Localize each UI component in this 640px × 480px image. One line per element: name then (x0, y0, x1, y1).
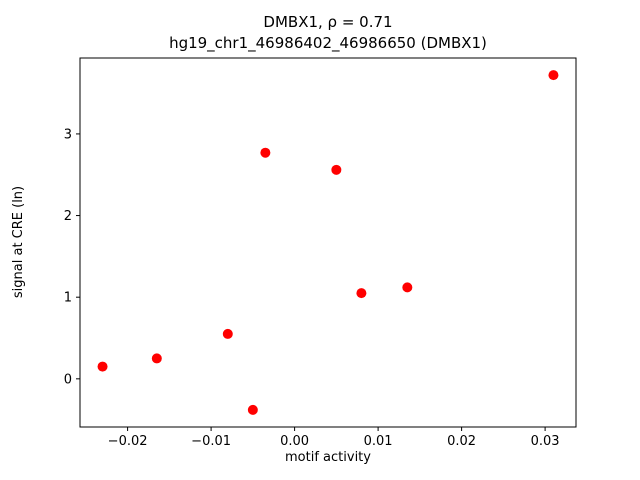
data-point (151, 353, 162, 364)
y-tick-label: 2 (64, 209, 72, 224)
plot-frame (79, 57, 577, 428)
y-axis-label: signal at CRE (ln) (11, 186, 26, 298)
plot-content: −0.02 −0.01 0.00 0.01 0.02 0.03 0 1 2 3 (64, 70, 560, 449)
data-point (260, 147, 271, 158)
chart-title-line1: DMBX1, ρ = 0.71 (263, 13, 392, 31)
data-point (548, 70, 559, 81)
x-tick-label: 0.01 (364, 434, 393, 449)
x-tick-label: −0.01 (191, 434, 231, 449)
x-tick-label: 0.00 (280, 434, 309, 449)
x-tick-label: 0.03 (531, 434, 560, 449)
y-tick-label: 1 (64, 291, 72, 306)
x-axis-label: motif activity (285, 450, 371, 465)
y-tick-label: 0 (64, 372, 72, 387)
data-point (222, 328, 233, 339)
x-tick-label: 0.02 (447, 434, 476, 449)
data-point (331, 164, 342, 175)
data-point (356, 288, 367, 299)
data-point (247, 404, 258, 415)
x-tick-label: −0.02 (108, 434, 148, 449)
y-tick-label: 3 (64, 127, 72, 142)
chart-title-line2: hg19_chr1_46986402_46986650 (DMBX1) (169, 34, 487, 53)
data-point (97, 361, 108, 372)
data-point (402, 282, 413, 293)
